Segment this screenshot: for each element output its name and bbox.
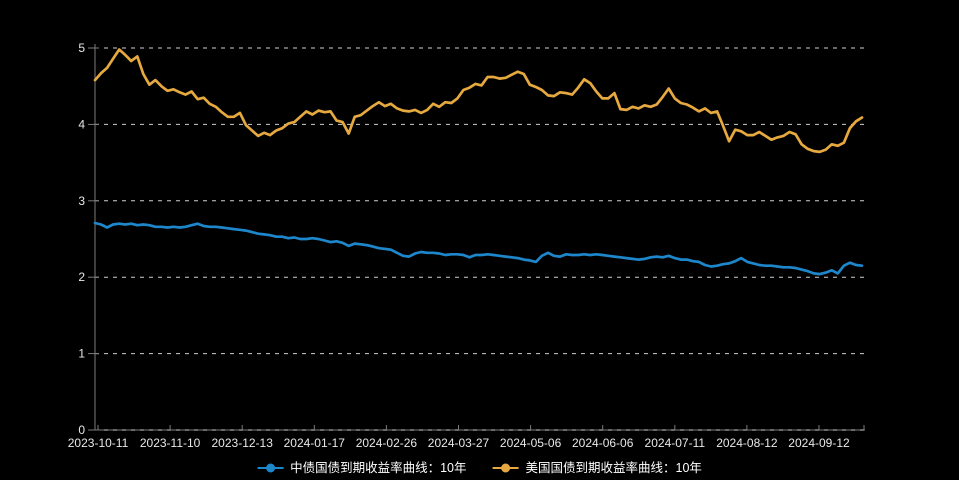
legend-label-china-10y: 中债国债到期收益率曲线：10年 bbox=[290, 460, 467, 475]
legend-line-dot-icon-china bbox=[257, 463, 284, 473]
y-axis-tick-label: 0 bbox=[78, 423, 85, 437]
x-axis-tick-label: 2024-02-26 bbox=[356, 436, 418, 450]
legend-item-china-10y[interactable]: 中债国债到期收益率曲线：10年 bbox=[257, 460, 467, 475]
x-axis-tick-label: 2024-06-06 bbox=[572, 436, 634, 450]
legend-line-dot-icon-us bbox=[492, 463, 519, 473]
x-axis-tick-label: 2024-01-17 bbox=[284, 436, 346, 450]
x-axis-tick-label: 2024-08-12 bbox=[716, 436, 778, 450]
series-line-us-10y[interactable] bbox=[93, 48, 864, 154]
y-axis-tick-label: 4 bbox=[78, 117, 85, 131]
x-axis-tick-label: 2023-11-10 bbox=[140, 436, 201, 450]
y-axis-tick-label: 5 bbox=[78, 41, 85, 55]
y-axis-tick-label: 1 bbox=[78, 347, 85, 361]
legend-item-us-10y[interactable]: 美国国债到期收益率曲线：10年 bbox=[492, 460, 702, 475]
legend-label-us-10y: 美国国债到期收益率曲线：10年 bbox=[525, 460, 702, 475]
legend: 中债国债到期收益率曲线：10年 美国国债到期收益率曲线：10年 bbox=[257, 460, 702, 475]
y-axis-tick-label: 2 bbox=[78, 270, 85, 284]
x-axis-tick-label: 2023-12-13 bbox=[212, 436, 274, 450]
x-axis-tick-label: 2024-07-11 bbox=[645, 436, 706, 450]
y-axis-tick-label: 3 bbox=[78, 194, 85, 208]
x-axis-tick-label: 2023-10-11 bbox=[68, 436, 129, 450]
x-axis-tick-label: 2024-09-12 bbox=[788, 436, 850, 450]
x-axis-tick-label: 2024-03-27 bbox=[428, 436, 490, 450]
x-axis-tick-label: 2024-05-06 bbox=[500, 436, 562, 450]
series-line-china-10y[interactable] bbox=[93, 221, 864, 276]
